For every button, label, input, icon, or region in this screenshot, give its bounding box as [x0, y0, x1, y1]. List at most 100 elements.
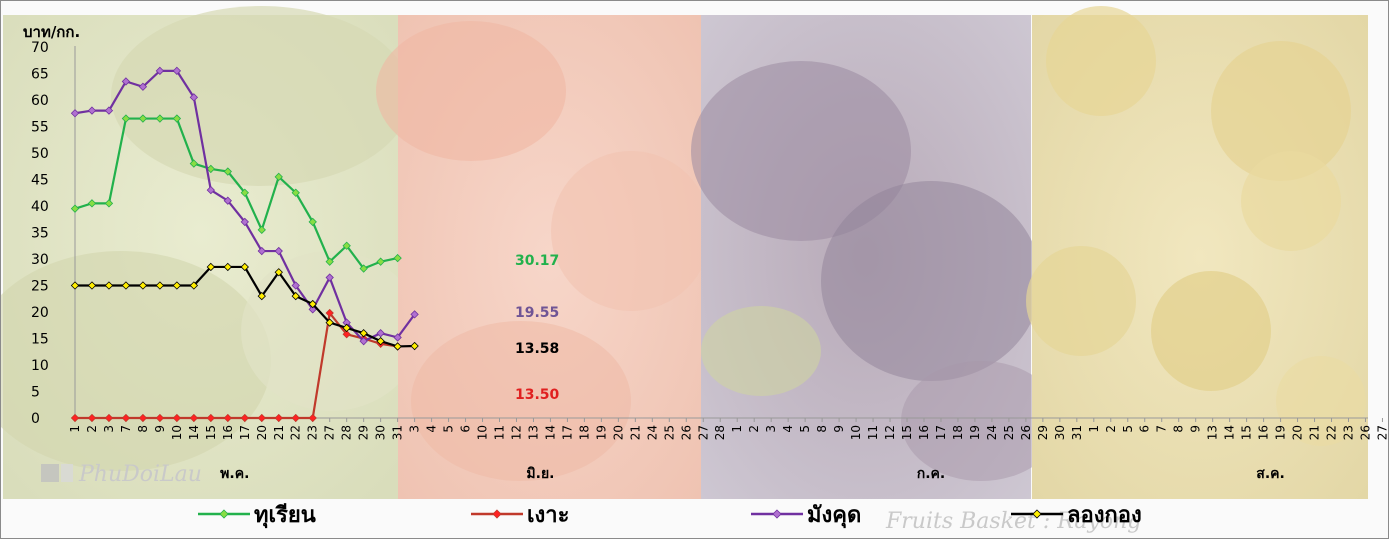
- x-tick-label: 21: [272, 425, 286, 440]
- x-tick-label: 4: [425, 425, 439, 433]
- x-tick-label: 1: [68, 425, 82, 433]
- x-tick-label: 28: [713, 425, 727, 440]
- series-point: [223, 196, 232, 205]
- mangosteen-blob: [821, 181, 1041, 381]
- x-tick-label: 18: [577, 425, 591, 440]
- series-point: [172, 413, 182, 423]
- y-axis-label: บาท/กก.: [23, 23, 80, 41]
- x-tick-label: 3: [408, 425, 422, 433]
- y-tick-label: 45: [31, 173, 49, 189]
- series-point: [189, 281, 199, 290]
- x-tick-label: 10: [476, 425, 490, 440]
- rambutan-blob: [551, 151, 711, 311]
- series-point: [359, 336, 368, 346]
- last-value-label: 13.58: [515, 341, 559, 357]
- x-tick-label: 18: [951, 425, 965, 440]
- series-point: [274, 246, 283, 256]
- series-point: [393, 253, 402, 263]
- series-point: [104, 413, 114, 423]
- series-point: [104, 199, 114, 208]
- month-label: ก.ค.: [917, 466, 945, 482]
- x-tick-label: 6: [459, 425, 473, 433]
- x-tick-label: 22: [289, 425, 303, 440]
- x-tick-label: 15: [1240, 425, 1254, 440]
- y-tick-label: 25: [31, 279, 49, 295]
- x-tick-label: 14: [1223, 425, 1237, 440]
- x-tick-label: 20: [611, 425, 625, 440]
- x-tick-label: 25: [1002, 425, 1016, 440]
- legend-marker: [1032, 509, 1042, 519]
- series-point: [223, 167, 232, 176]
- month-label: พ.ค.: [220, 466, 249, 482]
- x-tick-label: 5: [798, 425, 812, 433]
- x-tick-label: 15: [900, 425, 914, 440]
- x-tick-label: 28: [340, 425, 354, 440]
- x-tick-label: 14: [187, 425, 201, 440]
- month-labels: พ.ค. มิ.ย. ก.ค. ส.ค.: [220, 466, 1285, 482]
- y-tick-label: 0: [31, 411, 40, 427]
- series-point: [257, 225, 266, 235]
- x-tick-label: 27: [696, 425, 710, 440]
- logo-text: PhuDoiLau: [78, 462, 202, 487]
- x-tick-label: 3: [764, 425, 778, 433]
- x-tick-label: 10: [170, 425, 184, 440]
- x-tick-label: 16: [1257, 425, 1271, 440]
- x-tick-label: 11: [866, 425, 880, 440]
- x-tick-label: 16: [221, 425, 235, 440]
- series-point: [155, 114, 165, 123]
- x-tick-label: 5: [442, 425, 456, 433]
- series-point: [121, 77, 131, 86]
- y-tick-label: 35: [31, 226, 49, 242]
- x-tick-label: 2: [85, 425, 99, 433]
- series-point: [206, 185, 216, 195]
- series-point: [138, 413, 148, 423]
- x-tick-label: 9: [153, 425, 167, 433]
- series-point: [223, 413, 232, 423]
- series-point: [410, 341, 419, 351]
- x-tick-label: 30: [374, 425, 388, 440]
- x-tick-label: 3: [102, 425, 116, 433]
- x-tick-label: 17: [238, 425, 252, 440]
- series-point: [121, 114, 131, 123]
- series-point: [342, 330, 351, 339]
- legend-label: เงาะ: [527, 503, 569, 528]
- x-tick-label: 26: [1358, 425, 1372, 440]
- series-point: [87, 281, 97, 290]
- series-point: [189, 159, 199, 168]
- x-tick-label: 30: [1053, 425, 1067, 440]
- series-point: [138, 281, 148, 290]
- month-label: ส.ค.: [1256, 466, 1285, 482]
- y-tick-label: 20: [31, 305, 49, 321]
- series-point: [359, 329, 368, 338]
- x-tick-label: 7: [1155, 425, 1169, 433]
- series-point: [70, 109, 80, 118]
- series-point: [121, 413, 131, 423]
- series-point: [172, 114, 182, 123]
- x-tick-label: 7: [119, 425, 133, 433]
- x-tick-label: 21: [628, 425, 642, 440]
- x-tick-label: 27: [1375, 425, 1389, 440]
- series-point: [240, 188, 249, 197]
- x-tick-label: 13: [526, 425, 540, 440]
- series-point: [359, 264, 368, 273]
- x-tick-label: 8: [1172, 425, 1186, 433]
- series-point: [138, 114, 148, 123]
- series-point: [410, 310, 419, 319]
- series-point: [291, 188, 300, 197]
- series-point: [138, 82, 148, 91]
- last-value-labels: 30.17 19.55 13.58 13.50: [515, 253, 560, 403]
- x-tick-label: 21: [1308, 425, 1322, 440]
- mangosteen-blob: [901, 361, 1061, 481]
- series-point: [393, 333, 402, 342]
- x-tick-label: 6: [1138, 425, 1152, 433]
- series-point: [257, 291, 266, 301]
- series-point: [206, 413, 216, 423]
- y-tick-label: 70: [31, 40, 49, 56]
- series-group: [70, 66, 419, 423]
- series-point: [240, 262, 249, 272]
- y-tick-label: 10: [31, 358, 49, 374]
- longkong-blob: [1276, 356, 1366, 446]
- series-point: [70, 281, 80, 290]
- longkong-blob: [1026, 246, 1136, 356]
- series-point: [87, 106, 97, 115]
